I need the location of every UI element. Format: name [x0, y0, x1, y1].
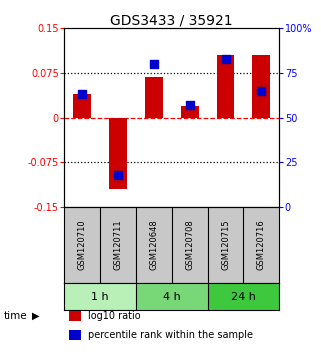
Bar	[68, 311, 82, 321]
Text: GSM120648: GSM120648	[149, 219, 158, 270]
Text: 4 h: 4 h	[163, 292, 181, 302]
Bar	[145, 77, 163, 118]
Text: 1 h: 1 h	[91, 292, 109, 302]
Text: log10 ratio: log10 ratio	[88, 311, 141, 321]
Bar	[181, 105, 199, 118]
Title: GDS3433 / 35921: GDS3433 / 35921	[110, 13, 233, 27]
Point	[187, 102, 192, 108]
Bar	[64, 283, 136, 310]
Point	[80, 91, 85, 97]
Text: 24 h: 24 h	[231, 292, 256, 302]
Text: percentile rank within the sample: percentile rank within the sample	[88, 330, 253, 340]
Bar	[109, 118, 127, 189]
Bar	[68, 330, 82, 340]
Point	[223, 56, 228, 62]
Text: GSM120716: GSM120716	[257, 219, 266, 270]
Text: ▶: ▶	[32, 311, 39, 321]
Bar	[73, 94, 91, 118]
Bar	[136, 283, 208, 310]
Text: GSM120710: GSM120710	[78, 219, 87, 270]
Text: GSM120708: GSM120708	[185, 219, 194, 270]
Point	[259, 88, 264, 93]
Text: GSM120711: GSM120711	[113, 219, 123, 270]
Bar	[252, 55, 270, 118]
Bar	[217, 55, 234, 118]
Point	[116, 172, 121, 177]
Bar	[208, 283, 279, 310]
Text: GSM120715: GSM120715	[221, 219, 230, 270]
Point	[151, 61, 156, 67]
Text: time: time	[3, 311, 27, 321]
